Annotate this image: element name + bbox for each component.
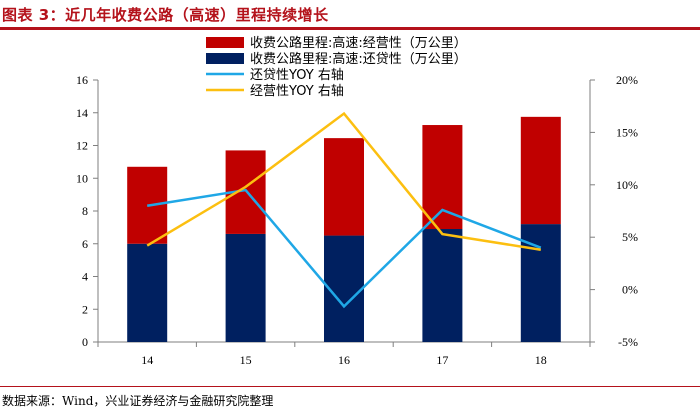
x-tick-label: 14	[141, 353, 153, 367]
left-tick-label: 10	[76, 171, 88, 185]
left-tick-label: 2	[82, 302, 88, 316]
legend-label: 收费公路里程:高速:还贷性（万公里）	[250, 51, 467, 67]
x-tick-label: 16	[338, 353, 350, 367]
source-note: 数据来源：Wind，兴业证券经济与金融研究院整理	[2, 394, 274, 408]
chart: 0 2 4 6 8 10 12 14 16 -5% 0% 5% 10% 15% 20% 14 15 16 17 18 收…	[76, 35, 638, 367]
x-tick-label: 18	[535, 353, 547, 367]
legend-item: 经营性YOY 右轴	[206, 84, 344, 99]
right-tick-label: 15%	[616, 125, 638, 139]
legend-swatch	[206, 53, 244, 64]
legend-item: 收费公路里程:高速:还贷性（万公里）	[206, 51, 467, 67]
bar-loan-14	[127, 243, 168, 342]
bar-operating-16	[324, 138, 364, 236]
bar-loan-17	[422, 229, 463, 342]
left-tick-label: 6	[82, 237, 88, 251]
bar-operating-18	[520, 116, 561, 225]
legend-label: 还贷性YOY 右轴	[250, 68, 344, 83]
left-tick-label: 8	[82, 204, 88, 218]
legend-item: 还贷性YOY 右轴	[206, 68, 344, 83]
left-tick-label: 4	[82, 270, 88, 284]
right-tick-label: 10%	[616, 178, 638, 192]
left-tick-label: 0	[82, 335, 88, 349]
right-tick-label: 0%	[622, 283, 638, 297]
source-divider	[0, 386, 700, 387]
x-tick-label: 17	[436, 353, 448, 367]
chart-title: 图表 3：近几年收费公路（高速）里程持续增长	[2, 6, 329, 24]
left-tick-label: 16	[76, 73, 88, 87]
line-operating-yoy	[146, 111, 541, 252]
title-bar: 图表 3：近几年收费公路（高速）里程持续增长	[0, 0, 700, 30]
bar-loan-15	[225, 233, 266, 342]
line-loan-yoy	[147, 188, 542, 309]
legend-label: 经营性YOY 右轴	[250, 84, 344, 99]
legend-swatch	[206, 37, 244, 48]
right-tick-label: -5%	[618, 335, 638, 349]
x-tick-label: 15	[240, 353, 252, 367]
legend-label: 收费公路里程:高速:经营性（万公里）	[250, 35, 467, 51]
bar-operating-17	[422, 125, 463, 230]
right-tick-label: 5%	[622, 230, 638, 244]
left-tick-label: 12	[76, 139, 88, 153]
right-tick-label: 20%	[616, 73, 638, 87]
left-tick-label: 14	[76, 106, 88, 120]
legend-item: 收费公路里程:高速:经营性（万公里）	[206, 35, 467, 51]
